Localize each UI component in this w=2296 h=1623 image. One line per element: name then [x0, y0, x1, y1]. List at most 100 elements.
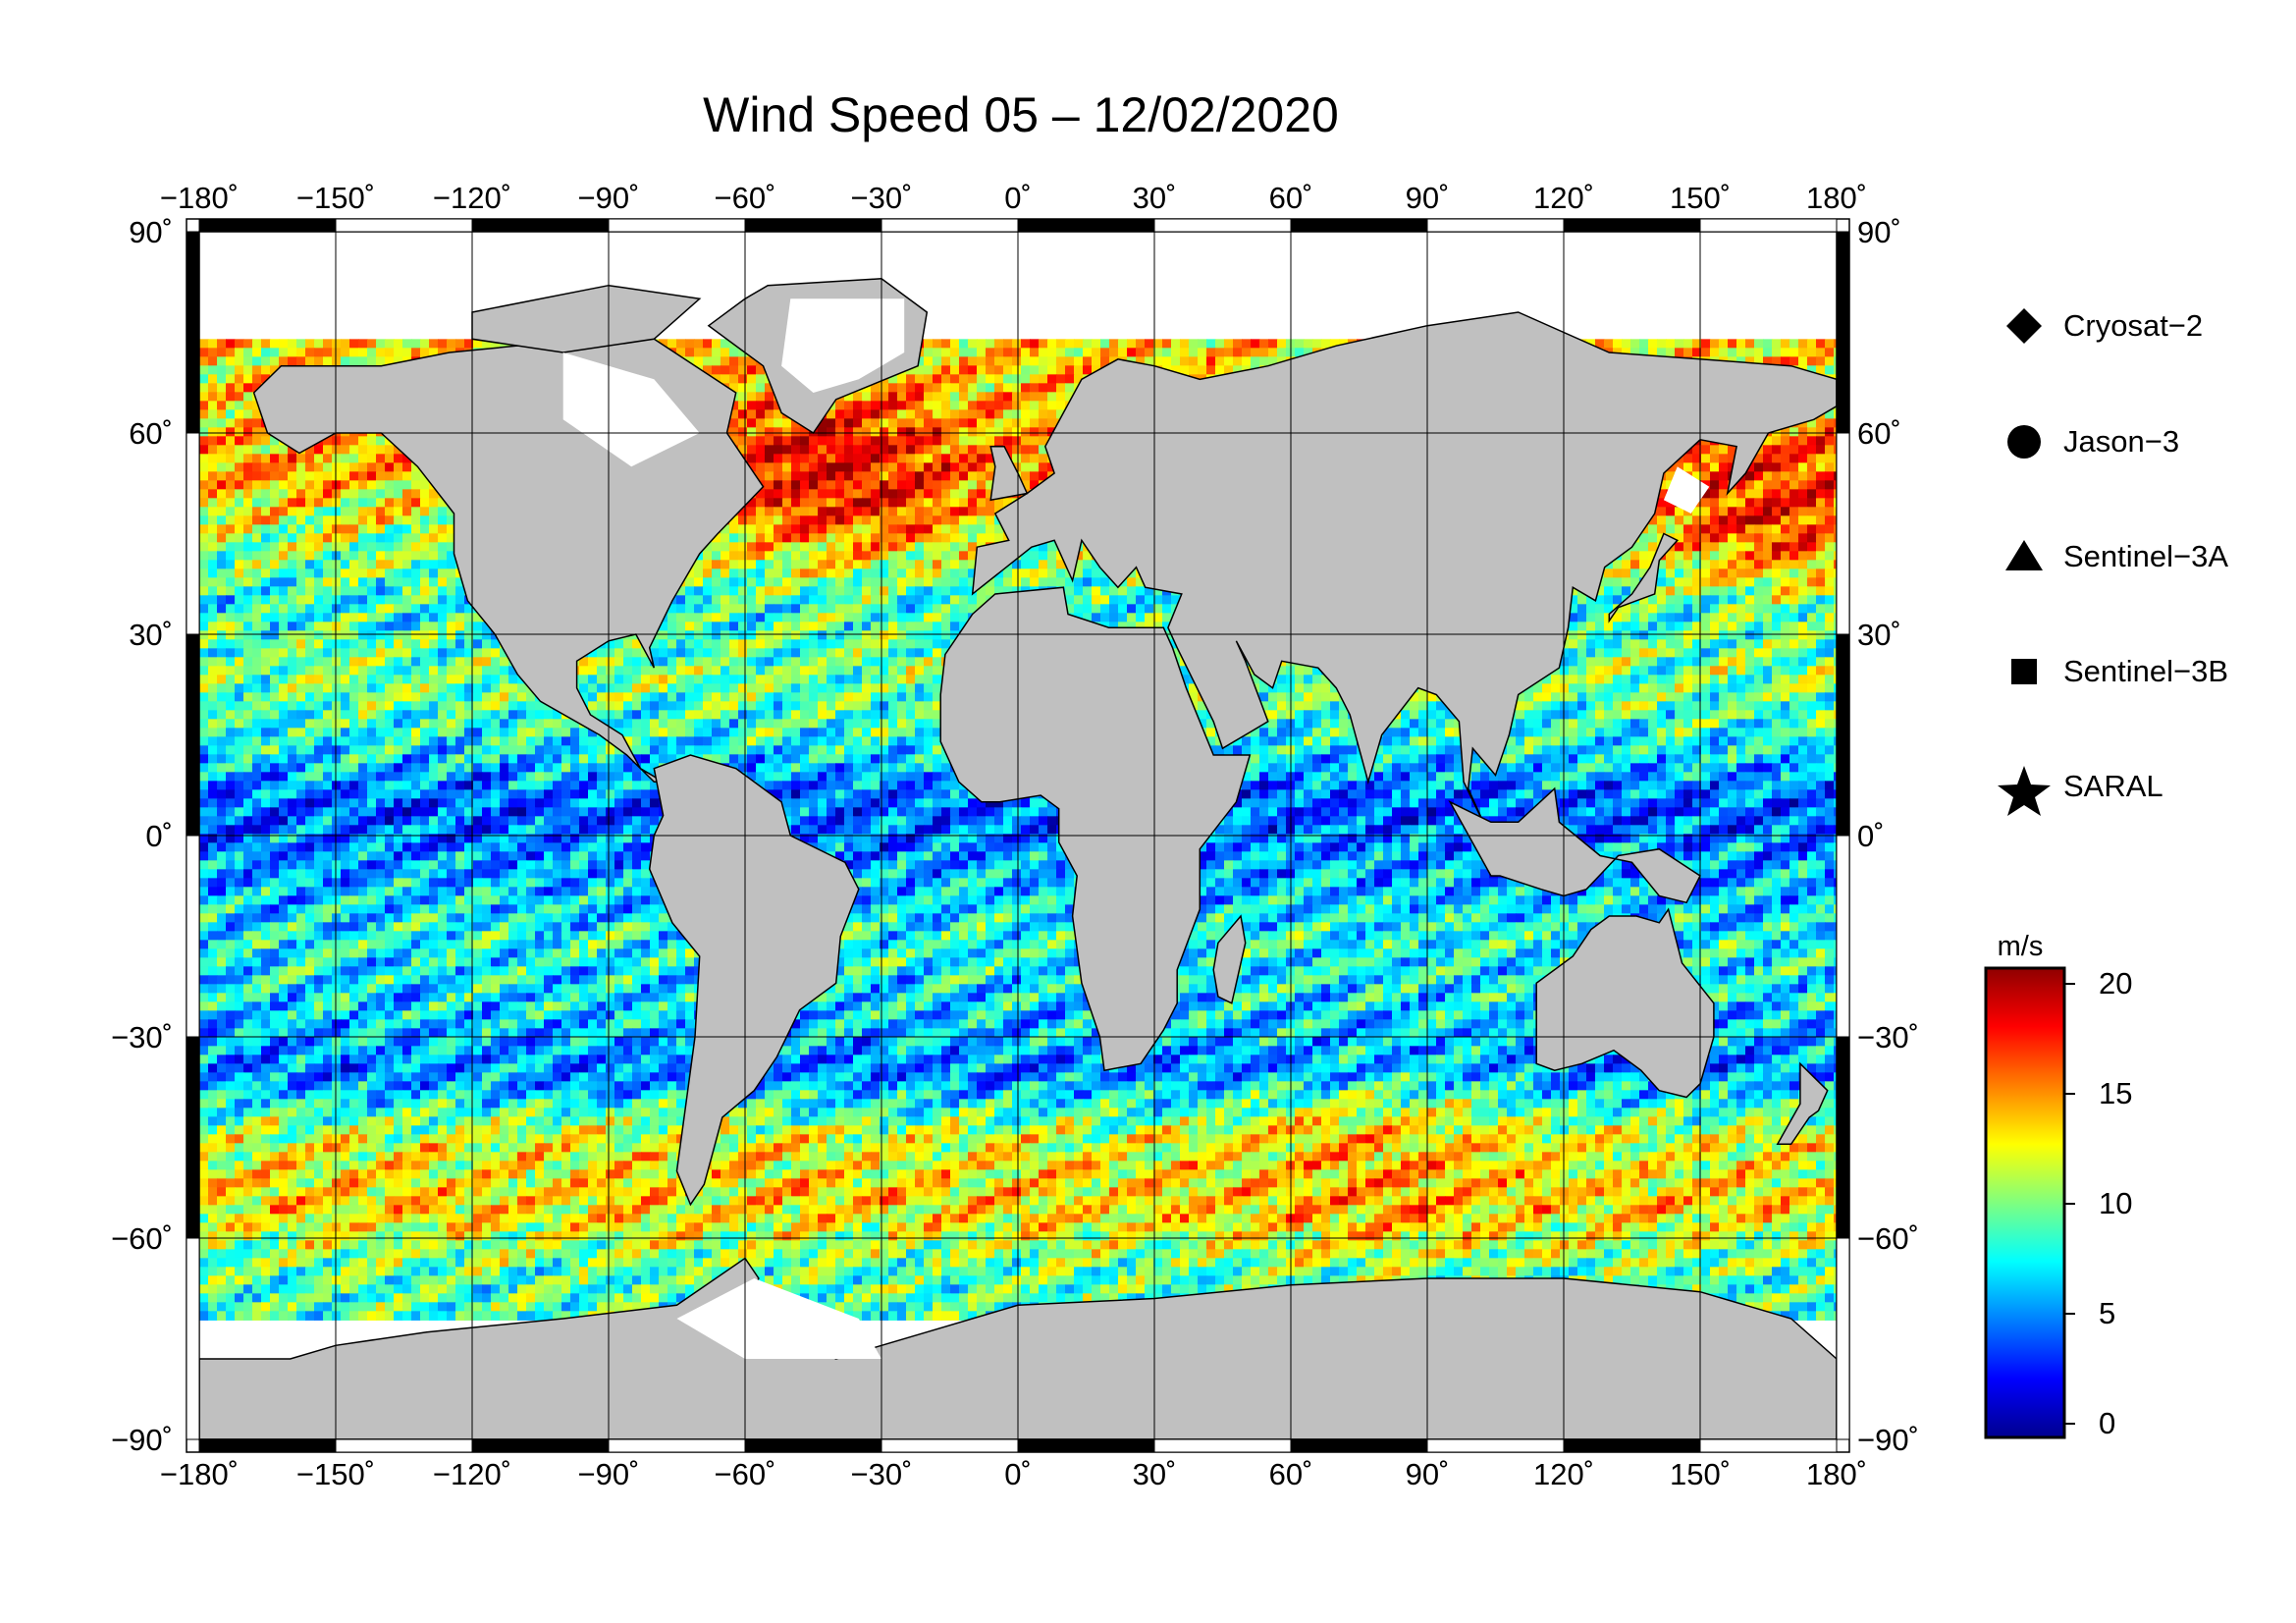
frame-segment	[1563, 218, 1701, 233]
longitude-tick-label: −120˚	[413, 183, 531, 213]
longitude-tick-label: −60˚	[686, 1459, 804, 1489]
frame-segment	[1563, 1438, 1701, 1453]
frame-segment	[186, 432, 200, 635]
longitude-tick-label: 0˚	[959, 1459, 1077, 1489]
frame-segment	[881, 218, 1019, 233]
legend-label: SARAL	[2063, 769, 2163, 804]
legend-label: Cryosat−2	[2063, 308, 2203, 344]
triangle-icon	[2005, 540, 2043, 570]
longitude-tick-label: −90˚	[550, 1459, 667, 1489]
colorbar-tickmarks	[2064, 983, 2075, 1425]
latitude-tick-label: 0˚	[1857, 821, 1885, 851]
latitude-tick-label: −30˚	[1857, 1022, 1919, 1053]
sea-ice-area	[562, 352, 700, 467]
frame-segment	[186, 633, 200, 837]
longitude-tick-label: −180˚	[140, 183, 258, 213]
frame-segment	[1699, 1438, 1838, 1453]
colorbar-tick-label: 0	[2099, 1408, 2115, 1438]
longitude-tick-label: 90˚	[1368, 183, 1486, 213]
madagascar-landmass	[1212, 914, 1247, 1004]
longitude-tick-label: 120˚	[1505, 1459, 1623, 1489]
legend-label: Sentinel−3A	[2063, 539, 2228, 574]
frame-segment	[608, 218, 746, 233]
longitude-tick-label: 90˚	[1368, 1459, 1486, 1489]
frame-segment	[1290, 218, 1428, 233]
frame-segment	[198, 1438, 337, 1453]
frame-segment	[881, 1438, 1019, 1453]
star-icon	[1998, 766, 2051, 816]
longitude-tick-label: 60˚	[1232, 183, 1350, 213]
frame-segment	[1426, 218, 1565, 233]
frame-segment	[744, 1438, 882, 1453]
square-icon	[2011, 659, 2037, 684]
legend-item-saral: SARAL	[2002, 767, 2163, 806]
frame-segment	[1017, 218, 1155, 233]
colorbar-tick-label: 10	[2099, 1188, 2132, 1218]
frame-segment	[1836, 1036, 1850, 1239]
frame-segment	[198, 218, 337, 233]
longitude-tick-label: −60˚	[686, 183, 804, 213]
frame-segment	[186, 835, 200, 1038]
colorbar-tick-label: 15	[2099, 1078, 2132, 1109]
colorbar	[1984, 966, 2066, 1439]
frame-segment	[1836, 432, 1850, 635]
latitude-tick-label: 90˚	[55, 217, 173, 247]
diamond-icon	[2006, 308, 2042, 344]
latitude-tick-label: −60˚	[1857, 1223, 1919, 1254]
indonesia-landmass	[1448, 786, 1701, 904]
latitude-tick-label: 0˚	[55, 821, 173, 851]
longitude-tick-label: 60˚	[1232, 1459, 1350, 1489]
longitude-tick-label: −180˚	[140, 1459, 258, 1489]
legend-item-sentinel3b: Sentinel−3B	[2002, 652, 2228, 691]
longitude-tick-label: −90˚	[550, 183, 667, 213]
sea-ice-area	[1663, 466, 1710, 514]
frame-segment	[1153, 218, 1292, 233]
latitude-tick-label: 90˚	[1857, 217, 1901, 247]
longitude-tick-label: 0˚	[959, 183, 1077, 213]
frame-segment	[1017, 1438, 1155, 1453]
latitude-tick-label: 60˚	[1857, 418, 1901, 449]
frame-segment	[335, 1438, 473, 1453]
latitude-tick-label: 30˚	[1857, 620, 1901, 650]
legend-item-jason3: Jason−3	[2002, 422, 2179, 461]
latitude-tick-label: −90˚	[55, 1425, 173, 1455]
japan-landmass	[1608, 532, 1680, 623]
sea-ice-area	[781, 298, 905, 393]
longitude-tick-label: 180˚	[1778, 1459, 1896, 1489]
latitude-tick-label: −60˚	[55, 1223, 173, 1254]
longitude-tick-label: 150˚	[1641, 1459, 1759, 1489]
latitude-tick-label: 30˚	[55, 620, 173, 650]
legend-label: Sentinel−3B	[2063, 654, 2228, 689]
longitude-tick-label: 30˚	[1095, 1459, 1213, 1489]
frame-segment	[744, 218, 882, 233]
legend-label: Jason−3	[2063, 424, 2179, 460]
frame-segment	[1290, 1438, 1428, 1453]
frame-segment	[471, 1438, 610, 1453]
longitude-tick-label: −150˚	[277, 1459, 395, 1489]
colorbar-unit: m/s	[1986, 931, 2055, 963]
frame-segment	[186, 231, 200, 434]
frame-segment	[1836, 231, 1850, 434]
chart-title: Wind Speed 05 – 12/02/2020	[0, 86, 2042, 143]
frame-segment	[1836, 835, 1850, 1038]
longitude-tick-label: −120˚	[413, 1459, 531, 1489]
frame-segment	[471, 218, 610, 233]
map-frame	[186, 218, 1850, 1453]
circle-icon	[2007, 425, 2041, 459]
colorbar-tick-label: 20	[2099, 968, 2132, 999]
frame-segment	[1836, 1237, 1850, 1440]
frame-segment	[1836, 633, 1850, 837]
frame-segment	[1153, 1438, 1292, 1453]
europe-asia-landmass	[971, 311, 1837, 830]
longitude-tick-label: −30˚	[823, 1459, 940, 1489]
longitude-tick-label: −150˚	[277, 183, 395, 213]
latitude-tick-label: −90˚	[1857, 1425, 1919, 1455]
latitude-tick-label: −30˚	[55, 1022, 173, 1053]
frame-segment	[1426, 1438, 1565, 1453]
sea-ice-area	[676, 1278, 881, 1359]
frame-segment	[1699, 218, 1838, 233]
frame-segment	[186, 1237, 200, 1440]
legend-item-cryosat2: Cryosat−2	[2002, 306, 2203, 346]
colorbar-tick-label: 5	[2099, 1298, 2115, 1328]
